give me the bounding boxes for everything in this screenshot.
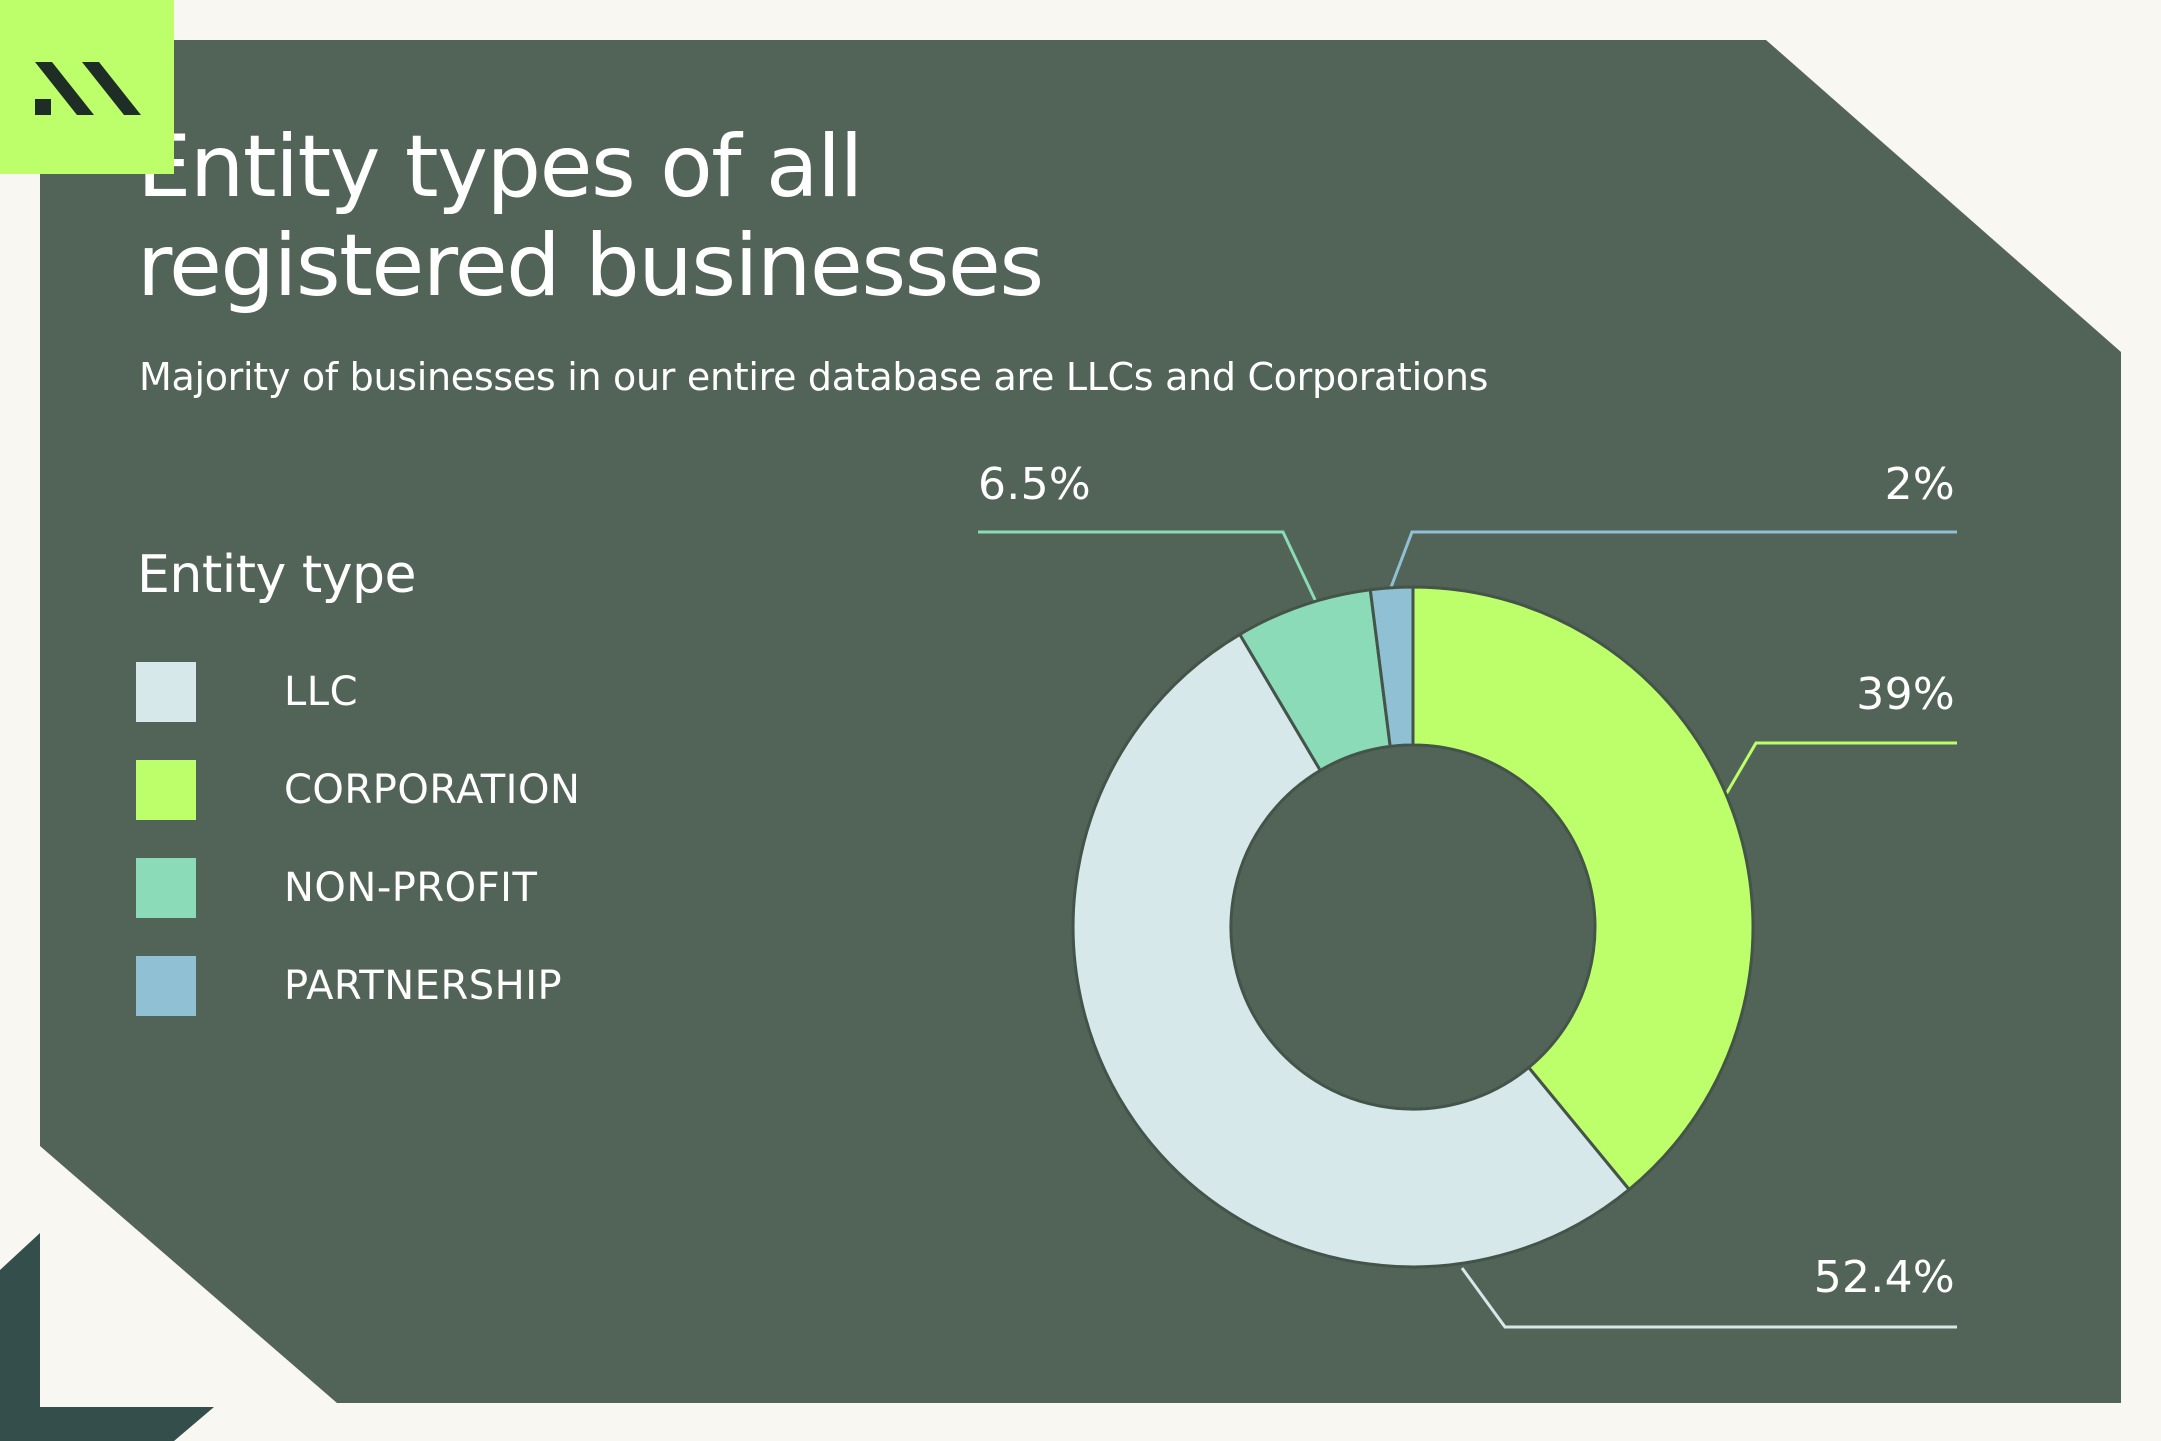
- legend-label-llc: LLC: [284, 669, 358, 715]
- donut-slices: [1071, 585, 1755, 1269]
- legend-item-partnership: PARTNERSHIP: [136, 956, 580, 1016]
- logo-slash-mark-right: [82, 62, 141, 115]
- donut-slice-partnership: [1368, 585, 1415, 748]
- page-title: Entity types of all registered businesse…: [137, 117, 1044, 316]
- leader-line-non-profit: [978, 530, 1319, 605]
- page-subtitle: Majority of businesses in our entire dat…: [139, 355, 1489, 399]
- legend-label-non-profit: NON-PROFIT: [284, 865, 538, 911]
- legend-title: Entity type: [137, 545, 417, 605]
- data-label-non-profit: 6.5%: [978, 459, 1091, 510]
- legend-swatch-partnership: [136, 956, 196, 1016]
- logo-slash-mark-left: [35, 62, 94, 115]
- legend-label-partnership: PARTNERSHIP: [284, 963, 563, 1009]
- brand-logo-icon: [0, 0, 174, 174]
- data-label-llc: 52.4%: [1813, 1252, 1955, 1303]
- legend-item-corporation: CORPORATION: [136, 760, 580, 820]
- leader-line-corporation: [1723, 741, 1957, 797]
- leader-lines: [978, 530, 1957, 1329]
- legend-label-corporation: CORPORATION: [284, 767, 581, 813]
- legend-swatch-corporation: [136, 760, 196, 820]
- donut-slice-corporation: [1411, 585, 1755, 1191]
- logo-tile: [0, 0, 174, 174]
- legend-item-llc: LLC: [136, 662, 580, 722]
- data-label-partnership: 2%: [1884, 459, 1955, 510]
- leader-line-llc: [1460, 1267, 1957, 1329]
- legend: LLC CORPORATION NON-PROFIT PARTNERSHIP: [136, 662, 580, 1054]
- logo-shadow: [0, 1233, 214, 1441]
- leader-line-partnership: [1388, 530, 1957, 591]
- donut-slice-llc: [1071, 632, 1631, 1269]
- legend-swatch-non-profit: [136, 858, 196, 918]
- data-label-corporation: 39%: [1856, 669, 1955, 720]
- logo-square-mark: [35, 99, 51, 115]
- legend-item-non-profit: NON-PROFIT: [136, 858, 580, 918]
- legend-swatch-llc: [136, 662, 196, 722]
